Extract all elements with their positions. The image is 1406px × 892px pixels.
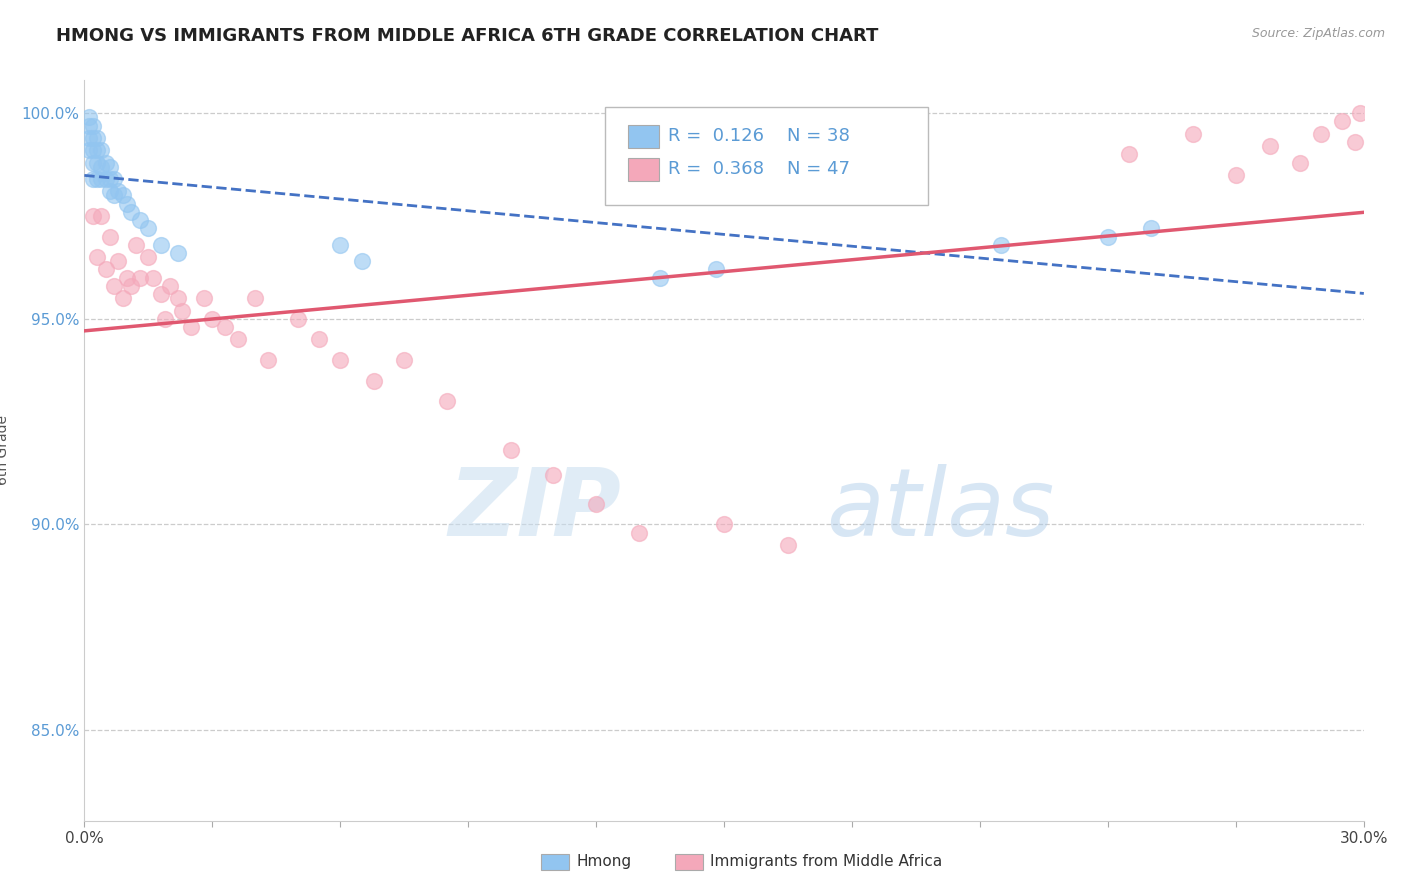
Point [103,172,125,186]
Point [193,291,215,305]
Point [138,250,160,264]
Point [77,143,100,157]
Point [1331,114,1354,128]
Point [650,270,672,285]
Point [1288,155,1310,169]
Point [142,270,165,285]
Point [167,291,190,305]
Point [778,538,800,552]
Point [180,320,202,334]
Point [1225,168,1247,182]
Point [107,184,129,198]
Point [1097,229,1119,244]
Point [1139,221,1161,235]
Point [90,172,112,186]
Point [329,237,352,252]
Y-axis label: 6th Grade: 6th Grade [0,416,10,485]
Point [111,291,134,305]
Point [704,262,727,277]
Point [201,311,224,326]
Text: R =  0.368    N = 47: R = 0.368 N = 47 [668,161,849,178]
Point [150,237,173,252]
Point [86,143,108,157]
Point [115,270,138,285]
Point [120,205,142,219]
Point [82,155,104,169]
Point [82,172,104,186]
Point [329,353,352,368]
Point [128,270,150,285]
Point [436,394,458,409]
Point [124,237,146,252]
Point [499,443,522,458]
Point [1348,106,1371,120]
Point [90,209,112,223]
Point [226,332,249,346]
Point [363,374,385,388]
Point [90,143,112,157]
Text: Source: ZipAtlas.com: Source: ZipAtlas.com [1251,27,1385,40]
Point [77,119,100,133]
Point [1182,127,1205,141]
Text: Immigrants from Middle Africa: Immigrants from Middle Africa [710,855,942,869]
Point [585,497,607,511]
Point [627,525,650,540]
Point [990,237,1012,252]
Point [115,196,138,211]
Text: Hmong: Hmong [576,855,631,869]
Point [1310,127,1333,141]
Point [94,155,117,169]
Point [287,311,309,326]
Point [94,262,117,277]
Point [1344,135,1367,149]
Point [98,229,121,244]
Point [155,311,177,326]
Point [713,517,735,532]
Point [214,320,236,334]
Text: R =  0.126    N = 38: R = 0.126 N = 38 [668,128,849,145]
Point [172,303,194,318]
Point [120,279,142,293]
Point [103,188,125,202]
Point [350,254,373,268]
Point [308,332,330,346]
Point [103,279,125,293]
Text: HMONG VS IMMIGRANTS FROM MIDDLE AFRICA 6TH GRADE CORRELATION CHART: HMONG VS IMMIGRANTS FROM MIDDLE AFRICA 6… [56,27,879,45]
Point [1258,139,1281,153]
Point [256,353,278,368]
Point [82,209,104,223]
Point [98,184,121,198]
Point [98,172,121,186]
Point [86,131,108,145]
Point [77,110,100,124]
Point [107,254,129,268]
Point [150,287,173,301]
Text: ZIP: ZIP [449,464,621,556]
Text: atlas: atlas [827,464,1054,555]
Point [1118,147,1140,161]
Point [111,188,134,202]
Point [86,155,108,169]
Point [543,468,565,483]
Point [94,172,117,186]
Point [82,119,104,133]
Point [77,131,100,145]
Point [98,160,121,174]
Point [90,160,112,174]
Point [82,131,104,145]
Point [128,213,150,227]
Point [86,172,108,186]
Point [167,246,190,260]
Point [243,291,266,305]
Point [86,250,108,264]
Point [82,143,104,157]
Point [138,221,160,235]
Point [159,279,181,293]
Point [394,353,416,368]
